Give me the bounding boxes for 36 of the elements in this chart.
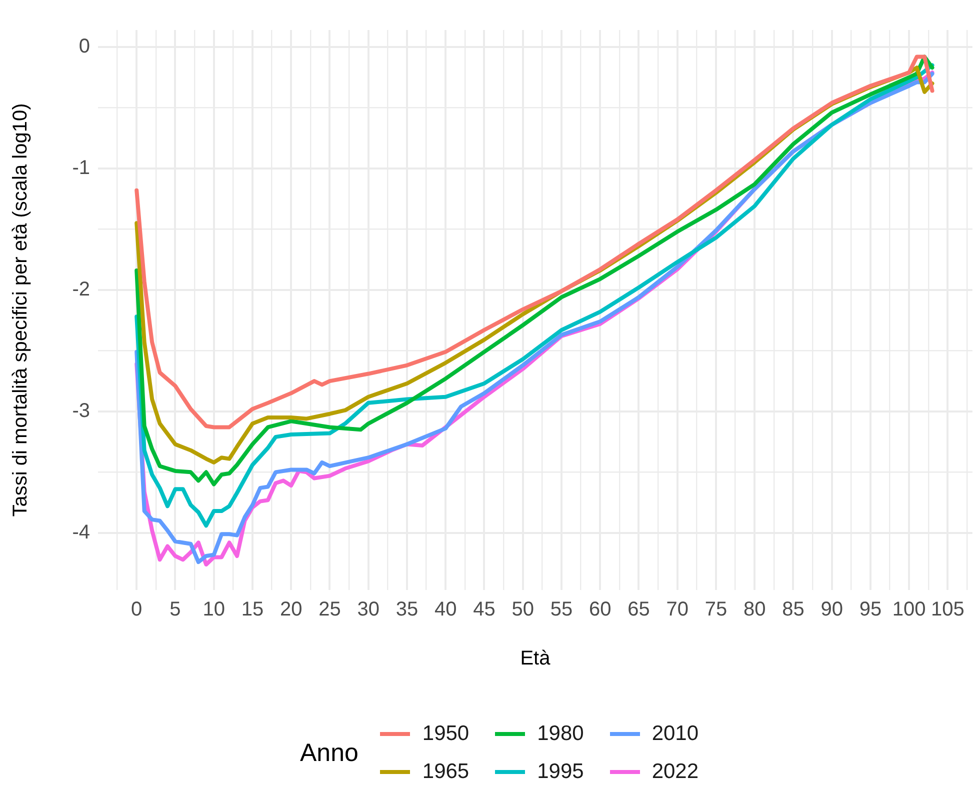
legend-label: 1995 (537, 760, 584, 784)
x-tick-label: 15 (241, 598, 264, 621)
x-tick-label: 75 (704, 598, 728, 621)
y-tick-label: -3 (72, 400, 90, 422)
x-tick-label: 95 (859, 598, 882, 621)
legend-label: 1965 (422, 760, 470, 784)
x-axis-title: Età (520, 648, 552, 670)
x-tick-label: 90 (820, 598, 843, 621)
x-tick-label: 20 (280, 598, 302, 621)
legend-title: Anno (300, 738, 358, 768)
y-axis-title: Tassi di mortalità specifici per età (scala log10) (10, 103, 32, 517)
x-tick-label: 80 (743, 598, 766, 621)
x-tick-label: 5 (170, 598, 181, 621)
x-tick-label: 85 (782, 598, 804, 621)
x-tick-label: 0 (131, 598, 142, 621)
y-tick-label: -1 (72, 156, 90, 179)
legend-label: 1950 (422, 722, 470, 746)
y-tick-label: -4 (72, 521, 90, 544)
legend-label: 2022 (652, 760, 699, 784)
x-tick-label: 70 (666, 598, 688, 621)
legend-label: 2010 (652, 722, 699, 746)
x-tick-label: 25 (318, 598, 341, 621)
x-tick-label: 100 (892, 598, 926, 621)
x-tick-label: 65 (628, 598, 650, 621)
y-tick-label: 0 (78, 36, 90, 58)
x-tick-label: 30 (357, 598, 380, 621)
x-tick-label: 60 (588, 598, 612, 621)
y-tick-label: -2 (72, 278, 90, 300)
x-tick-label: 35 (396, 598, 418, 621)
x-tick-label: 105 (931, 598, 964, 621)
x-tick-label: 45 (473, 598, 496, 621)
x-tick-label: 10 (202, 598, 225, 621)
x-tick-label: 40 (434, 598, 457, 621)
legend-label: 1980 (537, 722, 584, 746)
x-tick-label: 50 (512, 598, 534, 621)
x-tick-label: 55 (550, 598, 573, 621)
